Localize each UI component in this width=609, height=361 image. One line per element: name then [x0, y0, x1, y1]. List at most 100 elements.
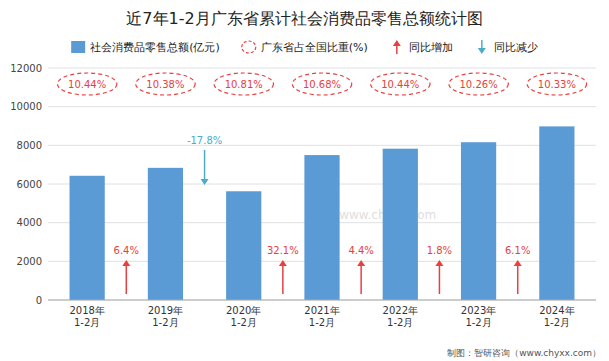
- x-tick-label-line: 1-2月: [231, 317, 257, 328]
- arrow-head: [201, 179, 209, 185]
- legend-swatch: [71, 41, 85, 53]
- x-tick-label-line: 2018年: [69, 305, 104, 316]
- yoy-down-arrow: [201, 150, 209, 185]
- legend-label: 广东省占全国比重(%): [261, 41, 368, 54]
- grid-line: [48, 68, 596, 69]
- x-tick-label-line: 1-2月: [387, 317, 413, 328]
- legend-item: 广东省占全国比重(%): [242, 41, 368, 54]
- ratio-ellipse: [292, 73, 351, 95]
- arrow-shaft: [282, 265, 284, 294]
- yoy-label: 4.4%: [348, 245, 373, 256]
- x-tick-label-line: 1-2月: [544, 317, 570, 328]
- grid-line: [48, 300, 596, 301]
- ratio-ellipse: [371, 73, 430, 95]
- y-tick-label: 12000: [10, 63, 42, 74]
- arrow-shaft: [126, 265, 128, 294]
- x-tick-label: 2024年1-2月: [539, 305, 574, 328]
- x-tick-label-line: 2019年: [148, 305, 183, 316]
- x-tick-label: 2019年1-2月: [148, 305, 183, 328]
- ratio-ellipse: [449, 73, 508, 95]
- grid-line: [48, 106, 596, 107]
- yoy-up-arrow: [122, 260, 130, 294]
- legend: 社会消费品零售总额(亿元) 广东省占全国比重(%) 同比增加 同比减少: [71, 40, 538, 54]
- bar: [70, 176, 105, 300]
- legend-label: 社会消费品零售总额(亿元): [90, 41, 220, 54]
- ratio-label: 10.44%: [68, 79, 106, 90]
- bar: [304, 155, 339, 300]
- legend-swatch: [393, 40, 401, 54]
- x-tick-label-line: 2021年: [304, 305, 339, 316]
- arrow-head: [393, 40, 401, 46]
- arrow-head: [435, 260, 443, 266]
- arrow-shaft: [360, 265, 362, 294]
- background: [0, 0, 609, 361]
- x-tick-label-line: 1-2月: [74, 317, 100, 328]
- bar: [461, 142, 496, 300]
- x-tick-label-line: 1-2月: [465, 317, 491, 328]
- x-tick-label: 2018年1-2月: [69, 305, 104, 328]
- legend-swatch: [242, 41, 256, 53]
- arrow-head: [122, 260, 130, 266]
- yoy-up-arrow: [435, 260, 443, 294]
- legend-item: 同比减少: [478, 40, 538, 54]
- yoy-label: -17.8%: [187, 135, 222, 146]
- ratio-label: 10.26%: [460, 79, 498, 90]
- yoy-label: 6.1%: [505, 245, 530, 256]
- y-tick-label: 6000: [17, 179, 42, 190]
- bar: [148, 168, 183, 300]
- yoy-label: 1.8%: [427, 245, 452, 256]
- bars: [70, 126, 575, 300]
- arrow-shaft: [517, 265, 519, 294]
- arrow-shaft: [204, 150, 206, 180]
- ratio-label: 10.81%: [225, 79, 263, 90]
- arrow-shaft: [439, 265, 441, 294]
- ratio-ellipse: [136, 73, 195, 95]
- x-tick-label: 2020年1-2月: [226, 305, 261, 328]
- ratio-label: 10.68%: [303, 79, 341, 90]
- grid: [48, 68, 596, 300]
- arrow-shaft: [481, 40, 483, 49]
- legend-item: 社会消费品零售总额(亿元): [71, 41, 220, 54]
- x-tick-label-line: 2022年: [383, 305, 418, 316]
- legend-label: 同比增加: [409, 41, 453, 54]
- bar: [539, 126, 574, 300]
- yoy-label: 6.4%: [114, 245, 139, 256]
- x-tick-label: 2023年1-2月: [461, 305, 496, 328]
- arrow-head: [279, 260, 287, 266]
- arrow-head: [478, 48, 486, 54]
- bar: [226, 191, 261, 300]
- ratio-label: 10.38%: [146, 79, 184, 90]
- x-tick-label: 2022年1-2月: [383, 305, 418, 328]
- y-tick-label: 4000: [17, 217, 42, 228]
- ratio-ellipse: [57, 73, 116, 95]
- ratio-label: 10.33%: [538, 79, 576, 90]
- yoy-up-arrow: [514, 260, 522, 294]
- arrow-head: [514, 260, 522, 266]
- x-tick-label-line: 1-2月: [152, 317, 178, 328]
- yoy-label: 32.1%: [267, 245, 299, 256]
- x-tick-label-line: 2023年: [461, 305, 496, 316]
- x-axis: [48, 300, 596, 301]
- y-tick-label: 0: [36, 295, 42, 306]
- yoy-up-arrow: [357, 260, 365, 294]
- ratio-ellipse: [214, 73, 273, 95]
- y-tick-label: 2000: [17, 256, 42, 267]
- legend-label: 同比减少: [494, 41, 538, 54]
- x-tick-label-line: 1-2月: [309, 317, 335, 328]
- chart: 近7年1-2月广东省累计社会消费品零售总额统计图 0 2000 4000 6000 800…: [0, 0, 609, 361]
- arrow-head: [357, 260, 365, 266]
- x-tick-label-line: 2020年: [226, 305, 261, 316]
- y-tick-label: 8000: [17, 140, 42, 151]
- arrow-shaft: [396, 45, 398, 54]
- x-tick-label: 2021年1-2月: [304, 305, 339, 328]
- ratio-label: 10.44%: [381, 79, 419, 90]
- grid-line: [48, 145, 596, 146]
- legend-swatch: [478, 40, 486, 54]
- legend-item: 同比增加: [393, 40, 453, 54]
- ratio-ellipse: [527, 73, 586, 95]
- x-tick-label-line: 2024年: [539, 305, 574, 316]
- yoy-up-arrow: [279, 260, 287, 294]
- title: 近7年1-2月广东省累计社会消费品零售总额统计图: [126, 9, 482, 28]
- y-tick-label: 10000: [10, 101, 42, 112]
- footer: 制图：智研咨询（www.chyxx.com）: [447, 348, 601, 358]
